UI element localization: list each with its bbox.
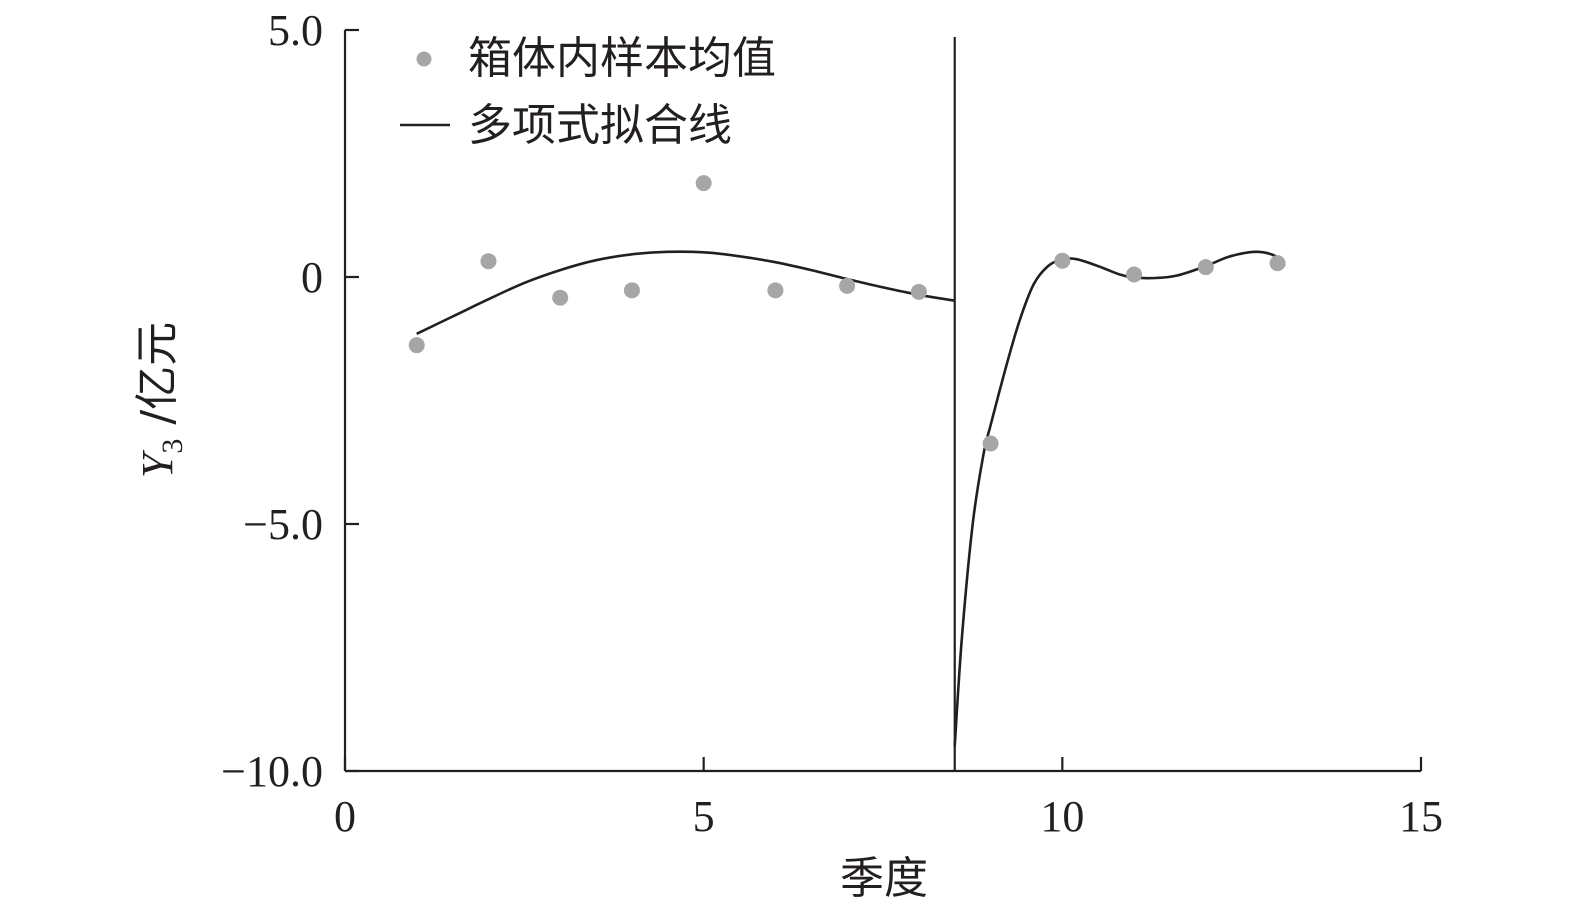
data-point bbox=[695, 175, 712, 192]
data-point bbox=[1126, 266, 1143, 283]
data-point bbox=[982, 435, 999, 452]
data-point bbox=[839, 277, 856, 294]
legend-label-line: 多项式拟合线 bbox=[468, 100, 732, 151]
legend: 箱体内样本均值 多项式拟合线 bbox=[400, 33, 776, 151]
fit-lines bbox=[416, 250, 1286, 747]
y-axis-title-var: Y bbox=[133, 449, 182, 478]
x-axis-title: 季度 bbox=[840, 853, 928, 904]
y-tick-label: 5.0 bbox=[268, 6, 323, 55]
data-point bbox=[552, 289, 569, 306]
fit-line-segment-1 bbox=[416, 250, 955, 335]
y-tick-label: −10.0 bbox=[221, 747, 323, 796]
x-tick-label: 15 bbox=[1399, 792, 1443, 841]
data-point bbox=[1197, 259, 1214, 276]
data-point bbox=[767, 282, 784, 299]
y-tick-label: −5.0 bbox=[243, 500, 323, 549]
data-point bbox=[1269, 255, 1286, 272]
x-tick-label: 5 bbox=[693, 792, 715, 841]
data-point bbox=[1054, 252, 1071, 269]
legend-label-points: 箱体内样本均值 bbox=[468, 33, 776, 84]
x-ticks: 0 5 10 15 bbox=[334, 757, 1443, 841]
y-axis-title-sub: 3 bbox=[156, 439, 189, 454]
x-tick-label: 10 bbox=[1040, 792, 1084, 841]
y-axis-title: Y3 /亿元 bbox=[132, 322, 189, 478]
data-point bbox=[623, 282, 640, 299]
y-ticks: −10.0 −5.0 0 5.0 bbox=[221, 6, 359, 796]
legend-marker-points bbox=[416, 51, 432, 67]
fit-line-segment-2 bbox=[953, 250, 1286, 747]
x-tick-label: 0 bbox=[334, 792, 356, 841]
data-point bbox=[408, 337, 425, 354]
y-axis-title-unit: /亿元 bbox=[132, 322, 183, 439]
axes bbox=[343, 30, 1421, 773]
data-point bbox=[480, 253, 497, 270]
points bbox=[408, 175, 1286, 452]
y-tick-label: 0 bbox=[301, 253, 323, 302]
data-point bbox=[910, 283, 927, 300]
